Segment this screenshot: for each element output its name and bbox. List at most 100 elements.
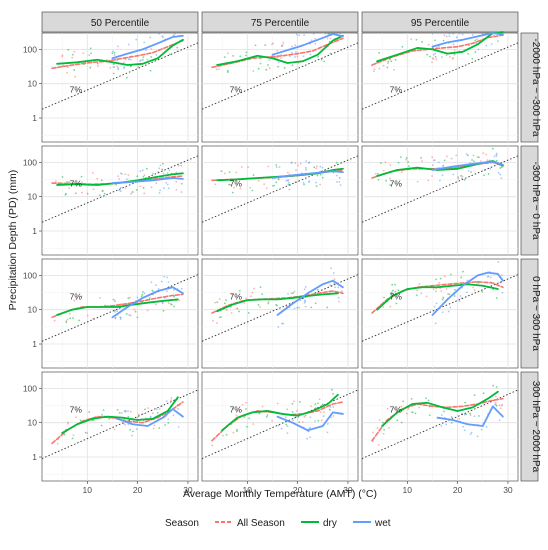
scatter-point (303, 34, 306, 37)
scatter-point (278, 166, 281, 168)
scatter-point (268, 59, 271, 62)
x-tick-label: 20 (453, 485, 463, 495)
scatter-point (388, 426, 391, 429)
column-strip (201, 11, 359, 33)
scatter-point (497, 40, 499, 42)
scatter-point (232, 55, 235, 57)
scatter-point (135, 38, 138, 41)
scatter-point (249, 186, 252, 189)
scatter-point (319, 183, 322, 186)
scatter-point (407, 161, 410, 163)
scatter-point (472, 154, 475, 157)
scatter-point (449, 273, 452, 276)
scatter-point (327, 32, 330, 35)
scatter-point (440, 414, 443, 416)
scatter-point (65, 321, 68, 324)
rate-annotation: 7% (230, 85, 243, 95)
scatter-point (339, 32, 342, 35)
scatter-point (330, 267, 332, 270)
scatter-point (158, 427, 161, 429)
scatter-point (118, 189, 121, 192)
panel-background (41, 32, 199, 143)
scatter-point (125, 76, 128, 79)
scatter-point (61, 54, 64, 57)
fit-line-wet (276, 279, 344, 316)
scatter-point (112, 72, 115, 75)
fit-line-wet (431, 160, 504, 171)
scatter-point (382, 432, 385, 435)
rate-annotation: 7% (390, 404, 403, 414)
column-strip (41, 11, 199, 33)
scatter-point (295, 169, 297, 171)
scatter-point (319, 411, 322, 413)
scatter-point (294, 44, 297, 47)
scatter-point (74, 192, 77, 195)
fit-line-wet (111, 286, 184, 319)
scatter-point (495, 386, 498, 388)
scatter-point (141, 169, 144, 172)
scatter-point (432, 58, 435, 61)
scatter-point (72, 317, 74, 319)
scatter-point (180, 287, 183, 290)
scatter-point (158, 191, 161, 194)
scatter-point (251, 291, 254, 294)
scatter-point (151, 289, 154, 292)
scatter-point (431, 32, 434, 35)
panel-background (41, 258, 199, 369)
scatter-point (452, 43, 455, 46)
x-tick-label: 20 (133, 485, 143, 495)
scatter-point (180, 182, 183, 185)
scatter-point (264, 44, 267, 47)
scatter-point (315, 185, 318, 188)
scatter-point (114, 310, 116, 313)
scatter-point (317, 55, 319, 58)
scatter-point (440, 290, 443, 293)
scatter-point (175, 171, 178, 174)
scatter-point (389, 164, 392, 167)
scatter-point (143, 174, 146, 177)
scatter-point (305, 160, 308, 163)
scatter-point (452, 32, 455, 35)
scatter-point (391, 283, 394, 286)
scatter-point (473, 394, 476, 397)
scatter-point (120, 173, 123, 175)
scatter-point (490, 43, 493, 46)
scatter-point (495, 297, 498, 299)
scatter-point (219, 316, 222, 318)
scatter-point (341, 290, 343, 293)
scatter-point (467, 52, 470, 55)
scatter-point (172, 34, 175, 37)
y-tick-label: 10 (28, 418, 38, 428)
scatter-point (146, 309, 149, 312)
scatter-point (165, 400, 168, 403)
scatter-point (289, 55, 291, 58)
scatter-point (434, 56, 437, 58)
fit-line-dry (216, 34, 344, 66)
panel-background (41, 145, 199, 256)
scatter-point (65, 319, 68, 322)
scatter-point (427, 399, 430, 402)
fit-line-dry (376, 283, 499, 311)
scatter-point (120, 412, 123, 414)
scatter-point (297, 416, 300, 419)
scatter-point (319, 173, 322, 176)
scatter-point (232, 431, 235, 434)
scatter-point (248, 417, 251, 420)
scatter-point (72, 434, 75, 437)
scatter-point (112, 50, 114, 53)
scatter-point (458, 300, 461, 303)
scatter-point (415, 38, 418, 41)
scatter-point (240, 166, 243, 168)
row-strip-label: 300 hPa ~ 2000 hPa (530, 381, 541, 473)
scatter-point (141, 290, 144, 293)
scatter-point (164, 424, 166, 426)
scatter-point (66, 318, 69, 321)
scatter-point (88, 411, 91, 413)
scatter-point (303, 288, 306, 291)
scatter-point (116, 408, 119, 411)
x-tick-label: 30 (183, 485, 193, 495)
x-tick-label: 10 (403, 485, 413, 495)
scatter-point (499, 407, 502, 410)
scatter-point (400, 405, 403, 408)
scatter-point (84, 431, 87, 434)
